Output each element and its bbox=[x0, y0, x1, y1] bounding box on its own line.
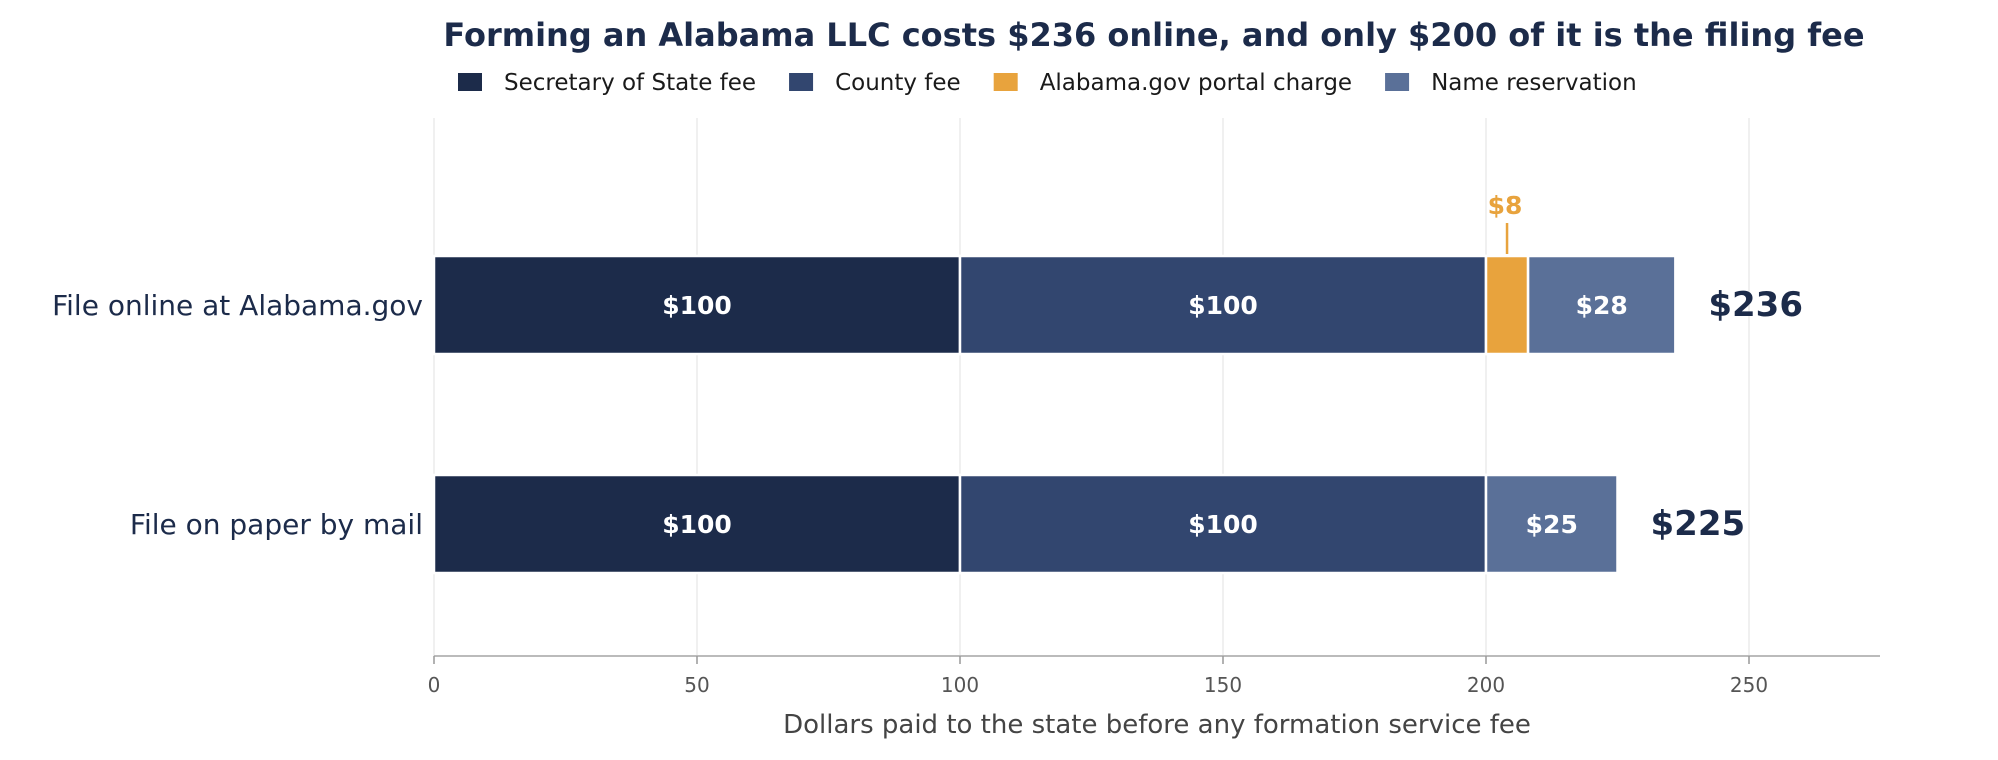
data-label-2-4: $25 bbox=[1526, 510, 1578, 539]
x-tick-label-150: 150 bbox=[1204, 673, 1242, 697]
data-label-1-3: $8 bbox=[1488, 191, 1523, 220]
category-label-1: File online at Alabama.gov bbox=[52, 289, 423, 322]
legend-swatch-2 bbox=[789, 73, 814, 91]
legend-label-2: County fee bbox=[835, 70, 961, 96]
legend-label-4: Name reservation bbox=[1431, 70, 1637, 96]
legend-swatch-4 bbox=[1385, 73, 1410, 91]
bar-segment-1-1 bbox=[432, 254, 962, 356]
data-label-1-4: $28 bbox=[1576, 291, 1628, 320]
legend: Secretary of State fee County fee Alabama.… bbox=[458, 70, 1637, 96]
data-label-2-1: $100 bbox=[662, 510, 732, 539]
data-label-2-2: $100 bbox=[1188, 510, 1258, 539]
total-label-1: $236 bbox=[1708, 285, 1803, 325]
x-tick-label-0: 0 bbox=[428, 673, 441, 697]
data-label-1-1: $100 bbox=[662, 291, 732, 320]
chart-title: Forming an Alabama LLC costs $236 online… bbox=[443, 16, 1864, 54]
bar-segment-2-4 bbox=[1484, 473, 1619, 575]
category-label-2: File on paper by mail bbox=[130, 508, 423, 541]
x-tick-label-100: 100 bbox=[941, 673, 979, 697]
data-label-1-2: $100 bbox=[1188, 291, 1258, 320]
bars: File online at Alabama.gov $100 $100 $8 $28 $… bbox=[52, 191, 1803, 575]
bar-segment-2-1 bbox=[432, 473, 962, 575]
x-tick-label-250: 250 bbox=[1730, 673, 1768, 697]
x-tick-label-200: 200 bbox=[1467, 673, 1505, 697]
x-axis-label: Dollars paid to the state before any for… bbox=[783, 710, 1531, 740]
x-axis: 0 50 100 150 200 250 bbox=[428, 655, 1880, 697]
bar-segment-2-2 bbox=[958, 473, 1488, 575]
total-label-2: $225 bbox=[1651, 504, 1746, 544]
x-tick-label-50: 50 bbox=[684, 673, 709, 697]
bar-segment-1-4 bbox=[1526, 254, 1677, 356]
bar-segment-1-3 bbox=[1484, 254, 1530, 356]
legend-swatch-1 bbox=[458, 73, 482, 91]
legend-label-3: Alabama.gov portal charge bbox=[1040, 70, 1352, 96]
gridlines bbox=[433, 118, 1750, 656]
legend-swatch-3 bbox=[993, 73, 1018, 91]
legend-label-1: Secretary of State fee bbox=[504, 70, 756, 96]
